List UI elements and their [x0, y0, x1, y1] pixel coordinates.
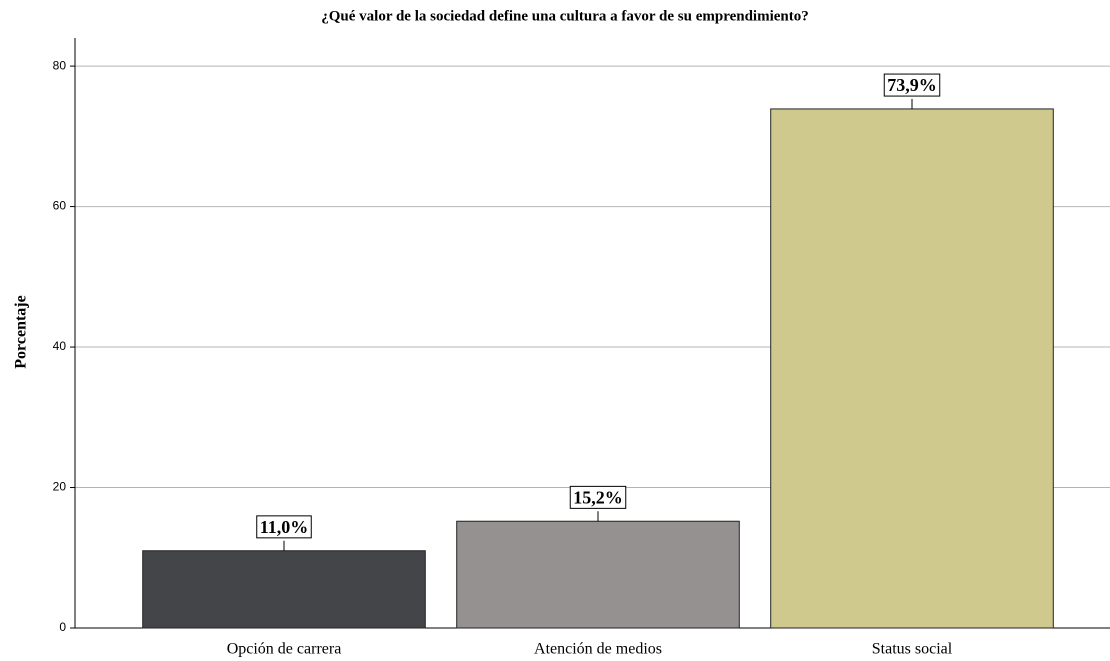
y-tick-label: 40	[53, 339, 67, 353]
y-tick-label: 0	[59, 620, 66, 634]
y-tick-label: 60	[53, 199, 67, 213]
value-label: 11,0%	[260, 517, 309, 537]
bar	[142, 550, 426, 629]
bar	[770, 108, 1054, 629]
x-tick-label: Status social	[872, 641, 953, 658]
y-tick-label: 20	[53, 480, 67, 494]
y-tick-label: 80	[53, 58, 67, 72]
label-box	[569, 485, 627, 509]
bar	[456, 520, 740, 629]
x-tick-label: Opción de carrera	[227, 641, 342, 658]
value-label: 73,9%	[887, 75, 937, 95]
label-box	[883, 73, 941, 97]
x-tick-label: Atención de medios	[534, 641, 662, 658]
value-label: 15,2%	[573, 487, 623, 507]
y-axis-label: Porcentaje	[13, 295, 30, 368]
label-box	[256, 515, 312, 539]
chart-title: ¿Qué valor de la sociedad define una cul…	[321, 8, 809, 24]
